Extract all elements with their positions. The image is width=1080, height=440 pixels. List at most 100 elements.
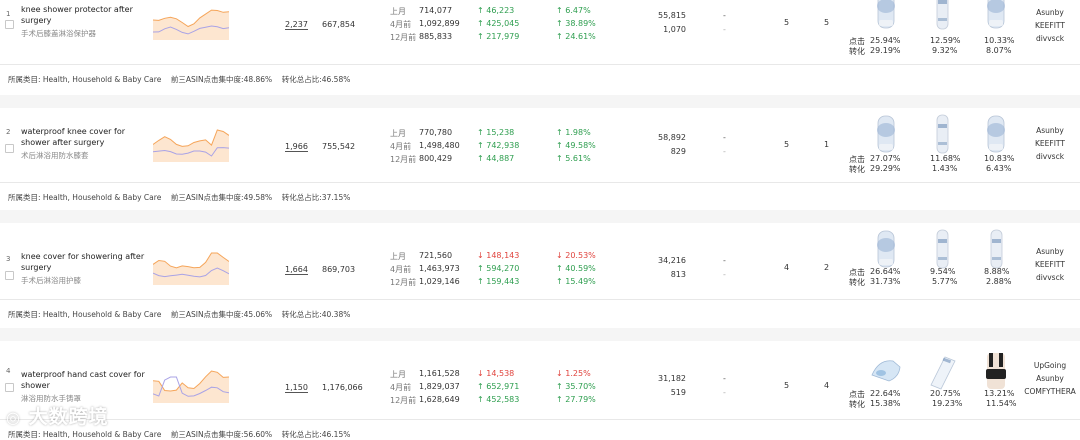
trend-sparkline <box>152 369 230 405</box>
brand-name[interactable]: KEEFITT <box>1035 21 1065 30</box>
table-row[interactable]: 3 knee cover for showering after surgery 手… <box>0 223 1080 297</box>
period-change: ↑ 217,979 <box>477 32 519 41</box>
trend-sparkline <box>152 6 230 42</box>
period-change-value: 44,887 <box>486 154 515 163</box>
period-pct-value: 1.98% <box>565 128 591 137</box>
table-row[interactable]: 2 waterproof knee cover for shower after … <box>0 108 1080 182</box>
period-label: 12月前 <box>390 396 417 405</box>
keyword-text[interactable]: waterproof hand cast cover for shower <box>21 370 145 390</box>
keyword-text[interactable]: waterproof knee cover for shower after s… <box>21 127 126 147</box>
period-change-value: 742,938 <box>486 141 520 150</box>
brand-name[interactable]: COMFYTHERA <box>1024 387 1076 396</box>
arrow-up-icon: ↑ <box>556 19 566 28</box>
period-volume: 1,161,528 <box>419 369 460 378</box>
category-summary: 所属类目: Health, Household & Baby Care 前三AS… <box>8 430 351 439</box>
arm-cast-cover-product-icon[interactable] <box>925 351 959 391</box>
count-a: 5 <box>784 140 790 149</box>
period-change-value: 452,583 <box>486 395 520 404</box>
arrow-down-icon: ↓ <box>556 369 566 378</box>
category-summary: 所属类目: Health, Household & Baby Care 前三AS… <box>8 310 351 319</box>
period-pct: ↑ 49.58% <box>556 141 596 150</box>
brand-name[interactable]: KEEFITT <box>1035 260 1065 269</box>
period-label: 12月前 <box>390 155 417 164</box>
brand-name[interactable]: UpGoing <box>1033 361 1067 370</box>
product-click-share: 10.83% <box>984 154 1015 163</box>
period-label: 上月 <box>390 252 406 261</box>
row-divider <box>0 299 1080 300</box>
leg-cover-product-icon[interactable] <box>925 229 959 269</box>
period-label: 12月前 <box>390 278 417 287</box>
period-pct-value: 15.49% <box>565 277 596 286</box>
search-rank-link[interactable]: 2,237 <box>285 20 308 30</box>
period-pct: ↑ 35.70% <box>556 382 596 391</box>
period-pct-value: 5.61% <box>565 154 591 163</box>
click-share-label: 点击 <box>849 390 865 399</box>
search-rank-link[interactable]: 1,664 <box>285 265 308 275</box>
keyword-text[interactable]: knee shower protector after surgery <box>21 5 133 25</box>
search-rank-link[interactable]: 1,150 <box>285 383 308 393</box>
row-separator <box>0 328 1080 341</box>
count-a: 5 <box>784 18 790 27</box>
period-pct-value: 38.89% <box>565 19 596 28</box>
search-rank-link[interactable]: 1,966 <box>285 142 308 152</box>
period-change: ↑ 425,045 <box>477 19 519 28</box>
conversion-share-label: 转化 <box>849 47 865 56</box>
brand-name[interactable]: divvsck <box>1035 34 1065 43</box>
arrow-up-icon: ↑ <box>477 6 487 15</box>
row-checkbox[interactable] <box>5 20 14 29</box>
brand-name[interactable]: Asunby <box>1036 126 1064 135</box>
table-row[interactable]: 4 waterproof hand cast cover for shower 淋浴… <box>0 341 1080 419</box>
back-brace-product-icon[interactable] <box>979 351 1013 391</box>
knee-cover-product-icon[interactable] <box>869 229 903 269</box>
period-change: ↑ 594,270 <box>477 264 519 273</box>
row-checkbox[interactable] <box>5 144 14 153</box>
arrow-up-icon: ↑ <box>556 264 566 273</box>
arrow-up-icon: ↑ <box>556 32 566 41</box>
brand-name[interactable]: Asunby <box>1036 247 1064 256</box>
knee-cover-product-icon[interactable] <box>869 0 903 30</box>
arrow-up-icon: ↑ <box>556 395 566 404</box>
product-click-share: 10.33% <box>984 36 1015 45</box>
category-summary: 所属类目: Health, Household & Baby Care 前三AS… <box>8 75 351 84</box>
knee-cover-product-icon[interactable] <box>869 114 903 154</box>
period-pct: ↑ 40.59% <box>556 264 596 273</box>
knee-cover-product-icon[interactable] <box>979 0 1013 30</box>
leg-cover-product-icon[interactable] <box>925 0 959 30</box>
period-label: 4月前 <box>390 383 412 392</box>
search-volume: 1,176,066 <box>322 383 363 392</box>
brand-name[interactable]: Asunby <box>1036 8 1064 17</box>
arrow-up-icon: ↑ <box>556 6 566 15</box>
period-volume: 1,628,649 <box>419 395 460 404</box>
watermark-text: 大数跨境 <box>28 406 109 428</box>
table-row[interactable]: 1 knee shower protector after surgery 手术后膝… <box>0 0 1080 64</box>
arrow-up-icon: ↑ <box>477 32 487 41</box>
metric-b: 519 <box>670 388 686 397</box>
arrow-up-icon: ↑ <box>556 154 566 163</box>
period-label: 4月前 <box>390 142 412 151</box>
period-change: ↓ 148,143 <box>477 251 519 260</box>
product-click-share: 26.64% <box>870 267 901 276</box>
period-volume: 721,560 <box>419 251 453 260</box>
search-volume: 667,854 <box>322 20 356 29</box>
period-pct: ↑ 27.79% <box>556 395 596 404</box>
row-checkbox[interactable] <box>5 271 14 280</box>
product-click-share: 20.75% <box>930 389 961 398</box>
keyword-text[interactable]: knee cover for showering after surgery <box>21 252 145 272</box>
brand-name[interactable]: KEEFITT <box>1035 139 1065 148</box>
row-checkbox[interactable] <box>5 383 14 392</box>
arrow-down-icon: ↓ <box>556 251 566 260</box>
brand-name[interactable]: divvsck <box>1035 273 1065 282</box>
arrow-up-icon: ↑ <box>477 19 487 28</box>
product-click-share: 8.88% <box>984 267 1010 276</box>
leg-cover-product-icon[interactable] <box>979 229 1013 269</box>
hand-cast-cover-product-icon[interactable] <box>869 351 903 391</box>
period-label: 上月 <box>390 370 406 379</box>
brand-name[interactable]: divvsck <box>1035 152 1065 161</box>
product-click-share: 12.59% <box>930 36 961 45</box>
period-change-value: 425,045 <box>486 19 520 28</box>
brand-name[interactable]: Asunby <box>1036 374 1064 383</box>
period-change-value: 217,979 <box>486 32 520 41</box>
knee-cover-product-icon[interactable] <box>979 114 1013 154</box>
leg-cover-product-icon[interactable] <box>925 114 959 154</box>
row-separator <box>0 210 1080 223</box>
